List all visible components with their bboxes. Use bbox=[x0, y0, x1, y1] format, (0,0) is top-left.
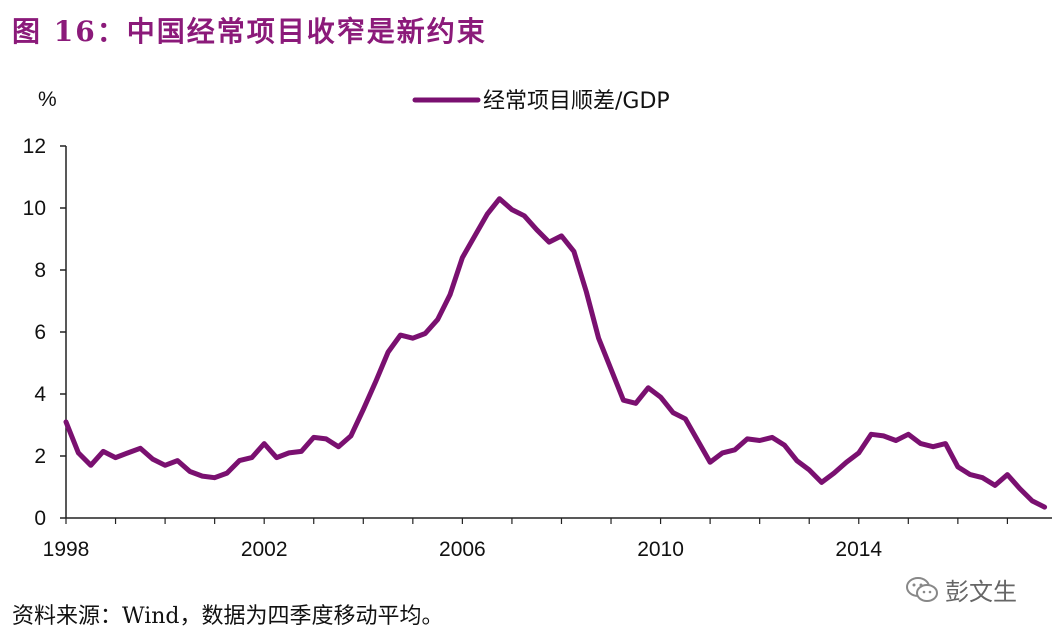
legend: 经常项目顺差/GDP bbox=[412, 89, 670, 114]
watermark: 彭文生 bbox=[905, 572, 1017, 607]
series-line bbox=[63, 196, 1048, 510]
x-tick-label: 2010 bbox=[637, 538, 684, 561]
legend-label: 经常项目顺差/GDP bbox=[483, 89, 670, 114]
source-note: 资料来源：Wind，数据为四季度移动平均。 bbox=[12, 604, 444, 629]
wechat-icon bbox=[906, 576, 938, 602]
y-tick-label: 4 bbox=[34, 383, 46, 406]
y-tick-label: 0 bbox=[34, 507, 46, 530]
y-axis-label: % bbox=[38, 88, 57, 111]
page-title: 图 16：中国经常项目收窄是新约束 bbox=[12, 15, 487, 48]
y-tick-label: 8 bbox=[34, 259, 46, 282]
axes: 0 2 4 6 8 10 12% 1998 2002 2006 2010 2014 bbox=[23, 88, 1052, 561]
watermark-label: 彭文生 bbox=[945, 578, 1017, 606]
x-tick-label: 2014 bbox=[835, 538, 882, 561]
x-tick-label: 2002 bbox=[241, 538, 288, 561]
x-tick-label: 2006 bbox=[439, 538, 486, 561]
series-layer bbox=[63, 196, 1048, 510]
y-tick-label: 10 bbox=[23, 197, 46, 220]
y-tick-label: 6 bbox=[34, 321, 46, 344]
y-tick-label: 2 bbox=[34, 445, 46, 468]
x-tick-label: 1998 bbox=[43, 538, 90, 561]
y-tick-label: 12 bbox=[23, 135, 46, 158]
